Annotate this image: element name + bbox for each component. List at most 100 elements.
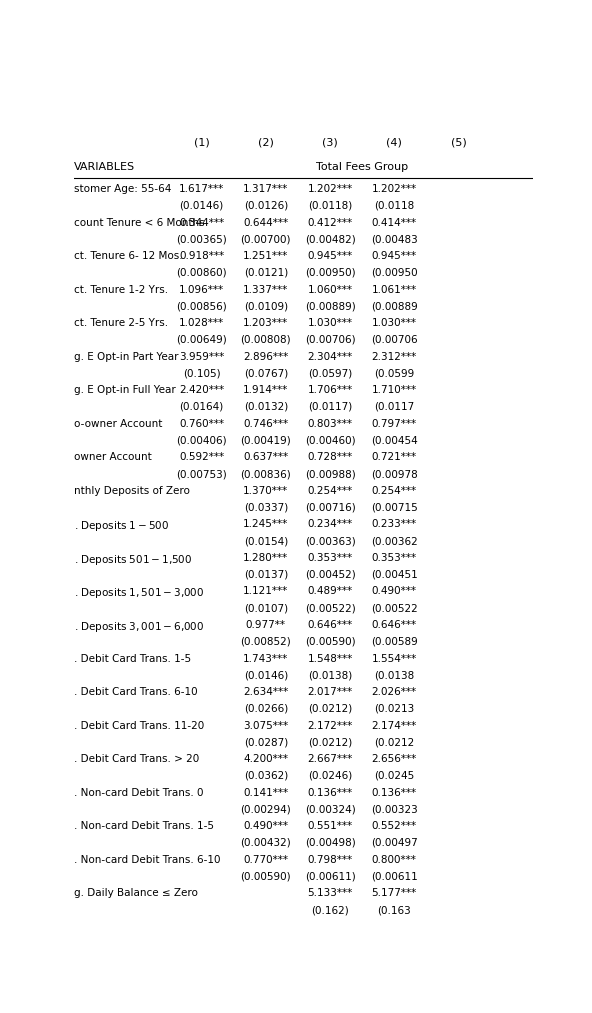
Text: ct. Tenure 1-2 Yrs.: ct. Tenure 1-2 Yrs.	[74, 285, 168, 295]
Text: (0.00836): (0.00836)	[240, 469, 291, 479]
Text: (0.00363): (0.00363)	[305, 536, 355, 546]
Text: 0.945***: 0.945***	[372, 251, 417, 261]
Text: (0.0137): (0.0137)	[244, 569, 288, 579]
Text: (0.00522): (0.00522)	[305, 603, 355, 613]
Text: o-owner Account: o-owner Account	[74, 418, 162, 428]
Text: (0.00482): (0.00482)	[305, 234, 355, 244]
Text: 1.245***: 1.245***	[243, 520, 288, 530]
Text: (0.00706): (0.00706)	[305, 335, 355, 344]
Text: (0.00406): (0.00406)	[176, 436, 227, 446]
Text: 0.254***: 0.254***	[307, 486, 353, 495]
Text: 0.552***: 0.552***	[372, 822, 417, 832]
Text: (0.00452): (0.00452)	[305, 569, 355, 579]
Text: . Non-card Debit Trans. 0: . Non-card Debit Trans. 0	[74, 788, 204, 797]
Text: (0.00716): (0.00716)	[305, 502, 355, 513]
Text: (0.00419): (0.00419)	[240, 436, 291, 446]
Text: (1): (1)	[194, 137, 210, 147]
Text: 0.489***: 0.489***	[307, 587, 353, 597]
Text: 0.141***: 0.141***	[243, 788, 288, 797]
Text: (0.0213: (0.0213	[374, 704, 414, 714]
Text: 0.490***: 0.490***	[372, 587, 417, 597]
Text: 1.251***: 1.251***	[243, 251, 288, 261]
Text: nthly Deposits of Zero: nthly Deposits of Zero	[74, 486, 190, 495]
Text: (0.00808): (0.00808)	[240, 335, 291, 344]
Text: (0.0118): (0.0118)	[308, 201, 352, 211]
Text: (0.0109): (0.0109)	[244, 301, 288, 311]
Text: (0.0117): (0.0117)	[308, 402, 352, 412]
Text: (0.0266): (0.0266)	[244, 704, 288, 714]
Text: 3.959***: 3.959***	[179, 352, 224, 362]
Text: (0.00889): (0.00889)	[305, 301, 355, 311]
Text: (0.00950: (0.00950	[371, 267, 417, 278]
Text: 0.977**: 0.977**	[246, 620, 286, 630]
Text: (0.0767): (0.0767)	[244, 369, 288, 379]
Text: (0.00706: (0.00706	[371, 335, 417, 344]
Text: . Debit Card Trans. 1-5: . Debit Card Trans. 1-5	[74, 653, 191, 664]
Text: 2.656***: 2.656***	[372, 754, 417, 764]
Text: 0.490***: 0.490***	[243, 822, 288, 832]
Text: 0.353***: 0.353***	[372, 553, 417, 563]
Text: (0.00432): (0.00432)	[240, 838, 291, 848]
Text: 0.344***: 0.344***	[179, 218, 224, 228]
Text: ct. Tenure 2-5 Yrs.: ct. Tenure 2-5 Yrs.	[74, 318, 168, 328]
Text: (0.00988): (0.00988)	[305, 469, 355, 479]
Text: (0.0107): (0.0107)	[244, 603, 288, 613]
Text: (0.00753): (0.00753)	[176, 469, 227, 479]
Text: 1.028***: 1.028***	[179, 318, 224, 328]
Text: (0.00590): (0.00590)	[305, 637, 355, 646]
Text: 0.412***: 0.412***	[307, 218, 353, 228]
Text: 1.337***: 1.337***	[243, 285, 288, 295]
Text: 0.760***: 0.760***	[179, 418, 224, 428]
Text: 0.136***: 0.136***	[307, 788, 353, 797]
Text: (0.00324): (0.00324)	[305, 804, 355, 814]
Text: 0.254***: 0.254***	[372, 486, 417, 495]
Text: (0.0246): (0.0246)	[308, 771, 352, 781]
Text: 1.030***: 1.030***	[372, 318, 417, 328]
Text: (0.00323: (0.00323	[371, 804, 417, 814]
Text: 0.945***: 0.945***	[307, 251, 353, 261]
Text: (0.00700): (0.00700)	[240, 234, 291, 244]
Text: g. E Opt-in Part Year: g. E Opt-in Part Year	[74, 352, 179, 362]
Text: 2.420***: 2.420***	[179, 385, 224, 395]
Text: (0.00522: (0.00522	[371, 603, 417, 613]
Text: (0.0146): (0.0146)	[244, 671, 288, 681]
Text: count Tenure < 6 Months: count Tenure < 6 Months	[74, 218, 205, 228]
Text: 5.177***: 5.177***	[372, 888, 417, 899]
Text: 1.121***: 1.121***	[243, 587, 288, 597]
Text: 1.096***: 1.096***	[179, 285, 224, 295]
Text: (0.0117: (0.0117	[374, 402, 414, 412]
Text: ct. Tenure 6- 12 Mos.: ct. Tenure 6- 12 Mos.	[74, 251, 182, 261]
Text: (0.0212): (0.0212)	[308, 704, 352, 714]
Text: 0.592***: 0.592***	[179, 452, 224, 462]
Text: 1.710***: 1.710***	[372, 385, 417, 395]
Text: 1.317***: 1.317***	[243, 184, 288, 193]
Text: (0.105): (0.105)	[183, 369, 220, 379]
Text: (3): (3)	[322, 137, 338, 147]
Text: (0.00294): (0.00294)	[240, 804, 291, 814]
Text: 0.637***: 0.637***	[243, 452, 288, 462]
Text: 0.770***: 0.770***	[243, 855, 288, 865]
Text: . Deposits $1,501-$3,000: . Deposits $1,501-$3,000	[74, 587, 204, 601]
Text: 2.667***: 2.667***	[307, 754, 353, 764]
Text: 1.202***: 1.202***	[307, 184, 353, 193]
Text: 1.280***: 1.280***	[243, 553, 288, 563]
Text: 1.554***: 1.554***	[372, 653, 417, 664]
Text: (0.0138: (0.0138	[374, 671, 414, 681]
Text: . Deposits $1-$500: . Deposits $1-$500	[74, 520, 169, 534]
Text: (0.00362: (0.00362	[371, 536, 417, 546]
Text: g. E Opt-in Full Year: g. E Opt-in Full Year	[74, 385, 176, 395]
Text: (0.0337): (0.0337)	[244, 502, 288, 513]
Text: stomer Age: 55-64: stomer Age: 55-64	[74, 184, 171, 193]
Text: (0.0154): (0.0154)	[244, 536, 288, 546]
Text: (2): (2)	[258, 137, 274, 147]
Text: 1.030***: 1.030***	[307, 318, 352, 328]
Text: 0.800***: 0.800***	[372, 855, 417, 865]
Text: 0.728***: 0.728***	[307, 452, 353, 462]
Text: Total Fees Group: Total Fees Group	[316, 162, 408, 172]
Text: (0.0212: (0.0212	[374, 737, 414, 748]
Text: 1.060***: 1.060***	[307, 285, 352, 295]
Text: (0.00498): (0.00498)	[305, 838, 355, 848]
Text: 0.797***: 0.797***	[372, 418, 417, 428]
Text: (0.00649): (0.00649)	[176, 335, 227, 344]
Text: (0.0599: (0.0599	[374, 369, 414, 379]
